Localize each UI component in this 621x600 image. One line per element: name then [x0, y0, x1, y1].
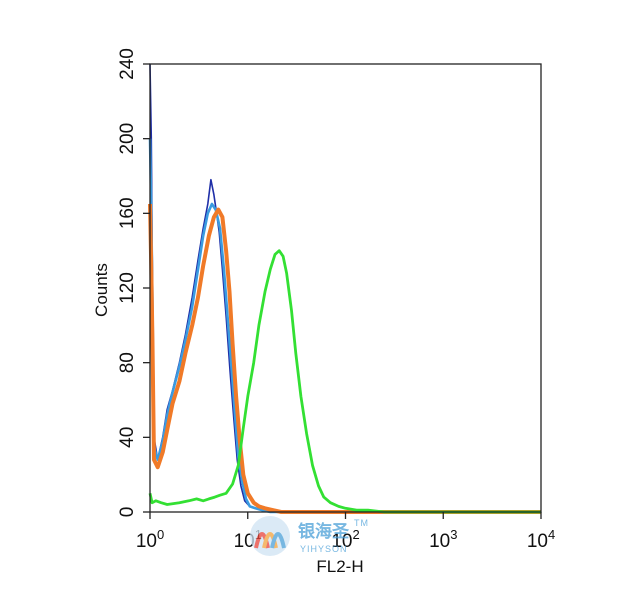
y-ticks: 0 40 80 120 160 200 240: [117, 48, 150, 517]
x-ticks: 100101102103104: [136, 512, 555, 552]
series-line-2: [148, 138, 541, 514]
watermark-sub: YIHYSON: [300, 544, 348, 554]
series-line-1: [149, 63, 541, 513]
x-tick-label: 102: [331, 527, 359, 552]
x-tick-label: 103: [429, 527, 457, 552]
watermark-brand: 银海圣: [298, 521, 350, 542]
x-axis-title: FL2-H: [316, 557, 363, 576]
y-tick-label: 40: [117, 427, 138, 448]
x-tick-label: 104: [527, 527, 555, 552]
series-line-3: [148, 203, 541, 514]
series-layer: [148, 63, 541, 514]
series-line-4: [148, 249, 541, 514]
x-tick-label: 100: [136, 527, 164, 552]
y-tick-label: 80: [117, 352, 138, 373]
y-tick-label: 160: [117, 197, 138, 229]
watermark: 银海圣 TM YIHYSON: [250, 516, 369, 556]
y-tick-label: 240: [117, 48, 138, 80]
y-tick-label: 120: [117, 272, 138, 304]
y-tick-label: 0: [117, 507, 138, 518]
watermark-logo-icon: [250, 516, 290, 556]
plot-frame: [149, 63, 542, 513]
y-axis-title: Counts: [92, 263, 111, 317]
y-tick-label: 200: [117, 123, 138, 155]
watermark-tm: TM: [354, 518, 369, 528]
